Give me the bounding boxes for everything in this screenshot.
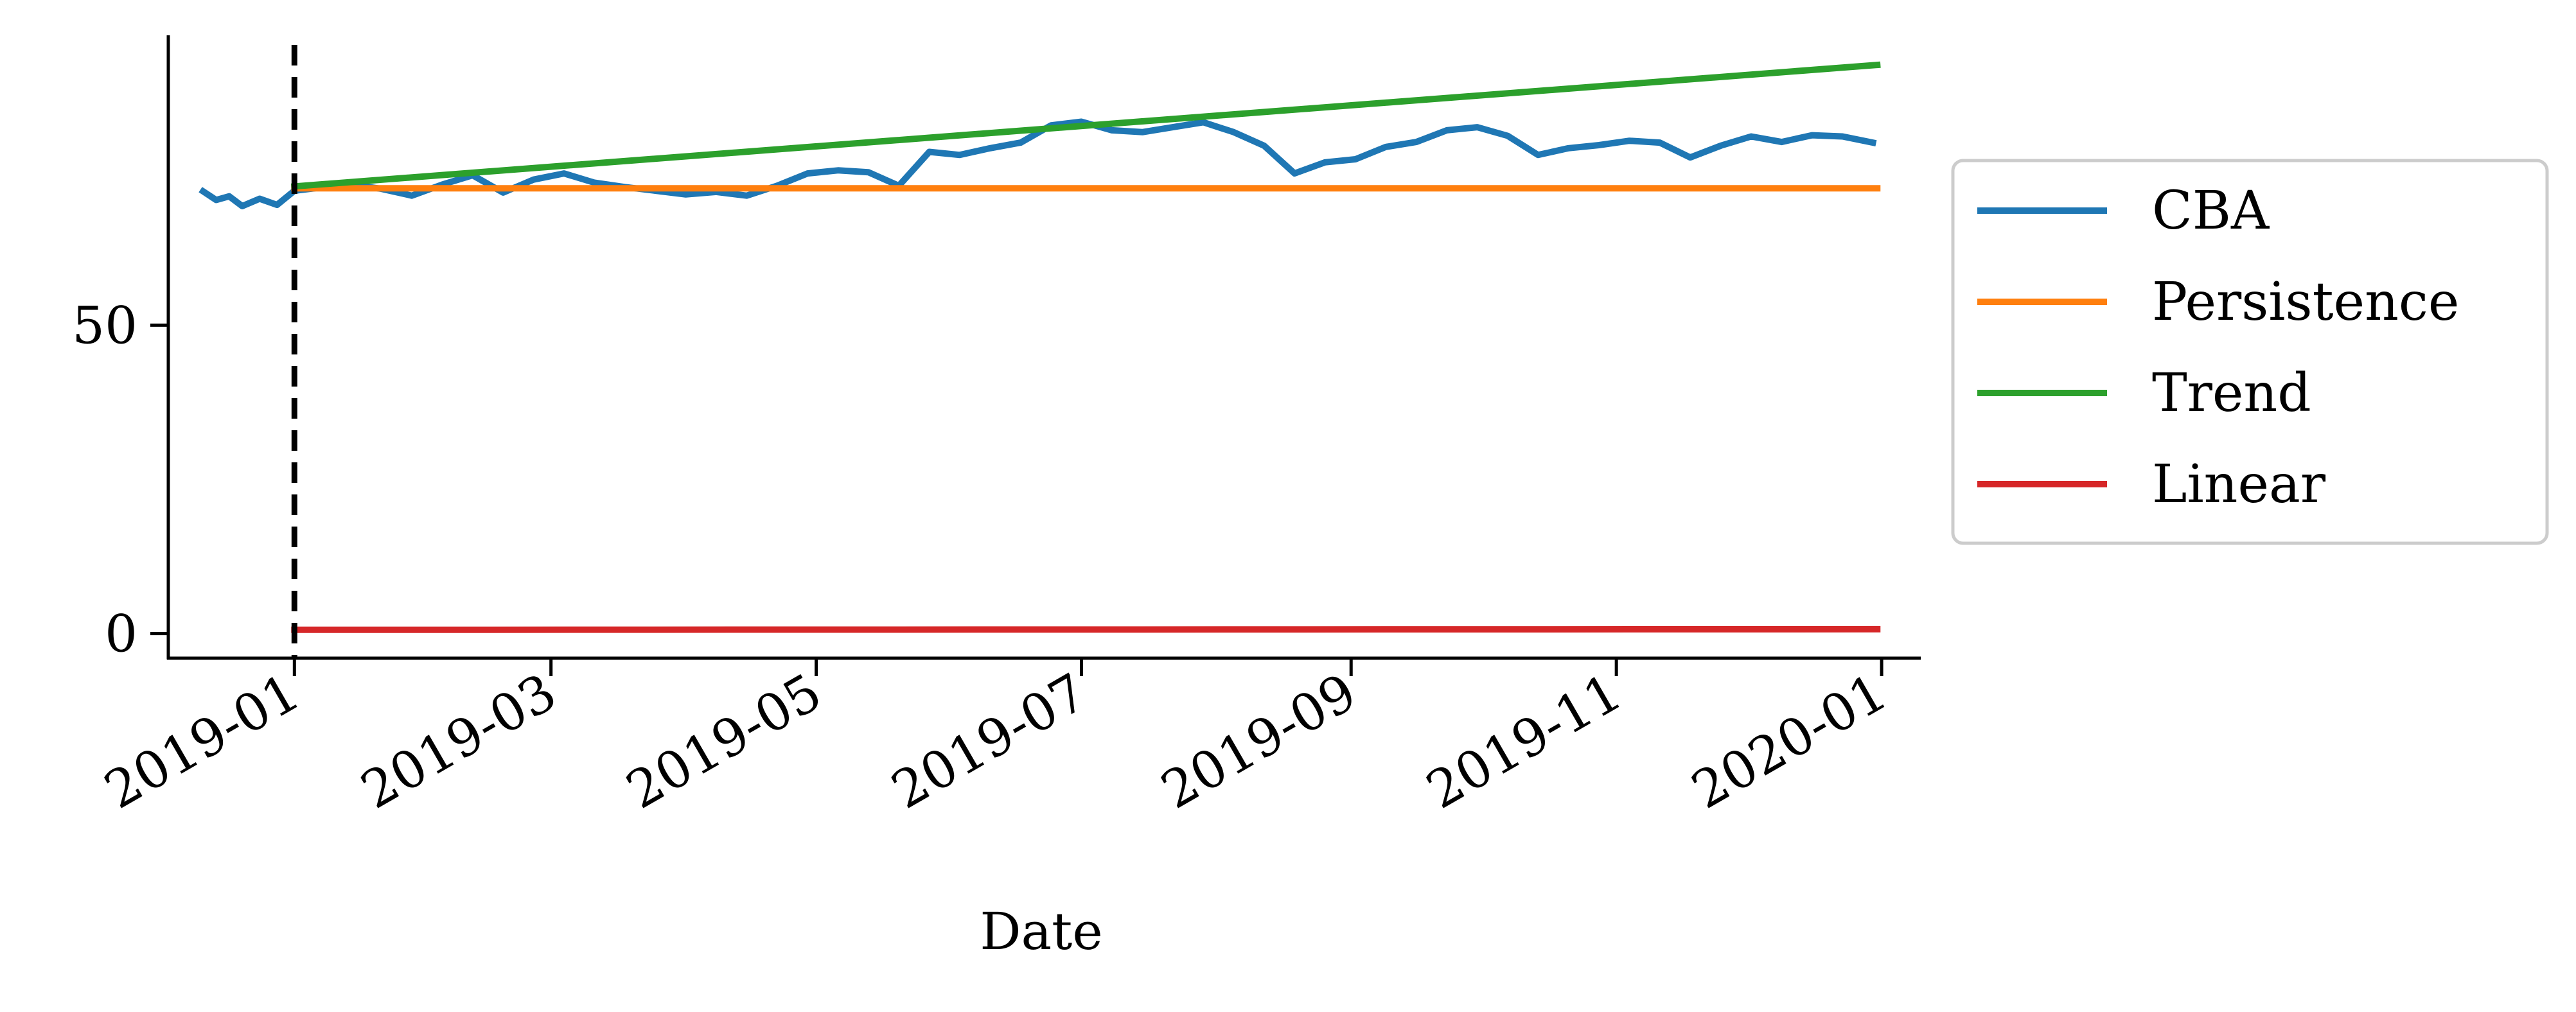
y-tick-label: 0 bbox=[105, 604, 137, 664]
x-tick-label: 2019-11 bbox=[1416, 662, 1631, 821]
legend: CBA Persistence Trend Linear bbox=[1951, 159, 2549, 545]
x-tick-label: 2019-09 bbox=[1151, 662, 1366, 821]
x-tick-label: 2019-05 bbox=[617, 662, 831, 821]
legend-label-linear: Linear bbox=[2152, 454, 2326, 515]
legend-label-persistence: Persistence bbox=[2152, 272, 2459, 333]
x-tick-label: 2019-07 bbox=[882, 662, 1097, 821]
series-line-trend bbox=[290, 61, 1881, 190]
x-tick-label: 2019-03 bbox=[351, 662, 566, 821]
legend-box bbox=[1951, 159, 2549, 545]
legend-label-cba: CBA bbox=[2152, 180, 2270, 241]
series-line-cba bbox=[198, 118, 1877, 209]
x-tick-label: 2019-01 bbox=[94, 662, 309, 821]
y-tick-label: 50 bbox=[72, 295, 137, 355]
plot-area bbox=[198, 61, 1881, 633]
x-axis-title: Date bbox=[980, 902, 1102, 961]
axes: 0 50 2019-01 2019-03 2019-05 2019-07 2019-09 20… bbox=[72, 35, 1921, 821]
x-tick-label: 2020-01 bbox=[1682, 662, 1896, 821]
legend-label-trend: Trend bbox=[2152, 363, 2311, 424]
series-line-linear bbox=[291, 625, 1881, 633]
